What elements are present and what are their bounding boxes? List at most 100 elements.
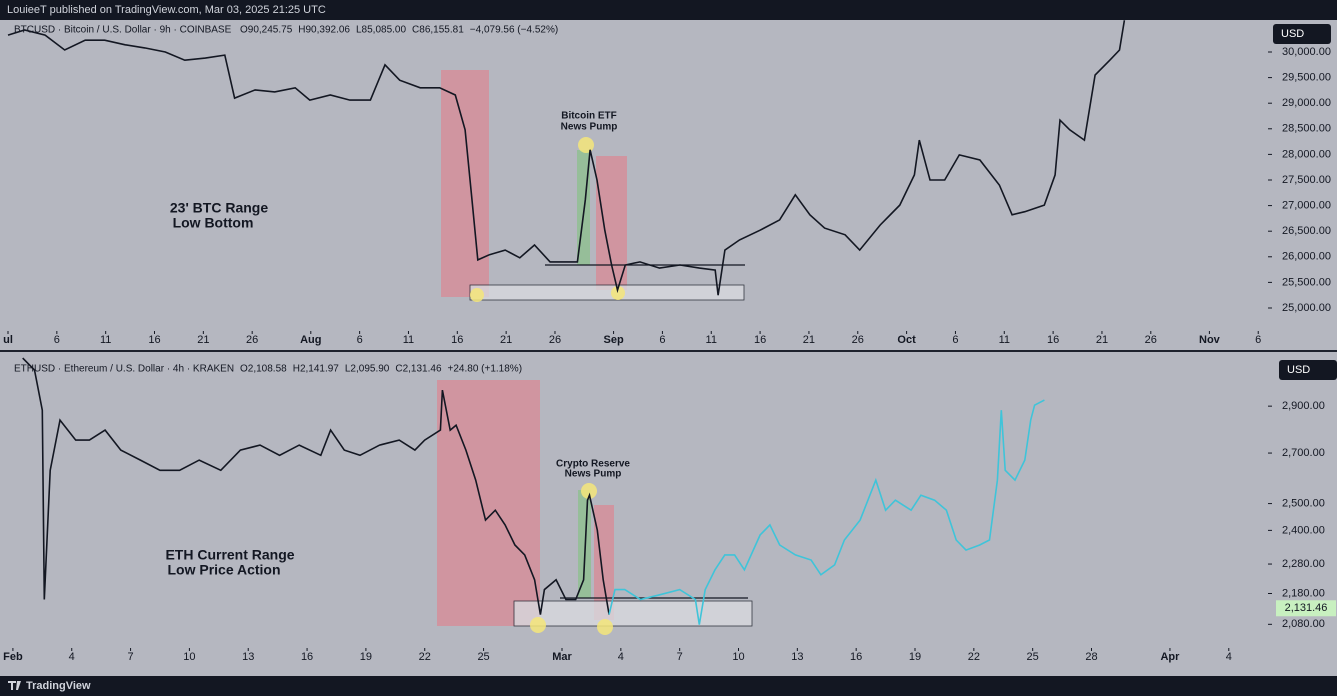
x-tick-label: 26 <box>852 334 864 346</box>
ohlc-value: L85,085.00 <box>356 25 406 36</box>
annotation: Bitcoin ETF <box>561 111 617 122</box>
ohlc-value: L2,095.90 <box>345 364 390 375</box>
x-tick-label: Feb <box>3 651 23 663</box>
x-tick-label: 4 <box>1226 651 1232 663</box>
y-tick-label: 2,900.00 <box>1282 400 1325 412</box>
y-tick-label: 2,400.00 <box>1282 524 1325 536</box>
x-tick-label: 16 <box>451 334 463 346</box>
marker <box>578 137 594 153</box>
x-tick-label: 16 <box>148 334 160 346</box>
y-tick-label: 2,280.00 <box>1282 558 1325 570</box>
y-tick-label: 27,500.00 <box>1282 174 1331 186</box>
ohlc-value: C2,131.46 <box>395 364 442 375</box>
x-tick-label: Mar <box>552 651 572 663</box>
x-tick-label: 6 <box>1255 334 1261 346</box>
x-tick-label: 11 <box>706 334 717 346</box>
x-tick-label: 7 <box>128 651 134 663</box>
y-tick-label: 25,000.00 <box>1282 302 1331 314</box>
price-line <box>608 399 1045 625</box>
x-tick-label: 13 <box>242 651 254 663</box>
marker <box>597 619 613 635</box>
drop-zone <box>596 156 627 290</box>
x-tick-label: 19 <box>360 651 372 663</box>
header-bar <box>0 0 1337 20</box>
x-tick-label: 6 <box>952 334 958 346</box>
ohlc-value: C86,155.81 <box>412 25 464 36</box>
drop-zone <box>441 70 489 297</box>
currency-label: USD <box>1287 364 1310 376</box>
marker <box>470 288 484 302</box>
annotation: Low Price Action <box>167 562 280 578</box>
y-tick-label: 2,180.00 <box>1282 587 1325 599</box>
header-text: LouieeT published on TradingView.com, Ma… <box>7 4 326 16</box>
footer-brand[interactable]: TradingView <box>26 680 91 692</box>
annotation: News Pump <box>565 469 622 480</box>
y-tick-label: 2,080.00 <box>1282 618 1325 630</box>
x-tick-label: 21 <box>197 334 209 346</box>
x-tick-label: Oct <box>897 334 916 346</box>
annotation: Low Bottom <box>173 215 254 231</box>
marker <box>581 483 597 499</box>
x-tick-label: 16 <box>850 651 862 663</box>
x-tick-label: 11 <box>100 334 111 346</box>
x-tick-label: 7 <box>677 651 683 663</box>
marker <box>530 617 546 633</box>
annotation: 23' BTC Range <box>170 200 268 216</box>
y-tick-label: 27,000.00 <box>1282 199 1331 211</box>
y-tick-label: 29,000.00 <box>1282 97 1331 109</box>
y-tick-label: 26,500.00 <box>1282 225 1331 237</box>
y-tick-label: 28,500.00 <box>1282 123 1331 135</box>
ohlc-value: +24.80 (+1.18%) <box>448 364 523 375</box>
x-tick-label: 16 <box>301 651 313 663</box>
x-tick-label: 22 <box>968 651 980 663</box>
x-tick-label: 21 <box>803 334 815 346</box>
range-box <box>469 284 745 301</box>
x-tick-label: 16 <box>754 334 766 346</box>
y-tick-label: 29,500.00 <box>1282 72 1331 84</box>
x-tick-label: 11 <box>403 334 414 346</box>
ohlc-value: O2,108.58 <box>240 364 287 375</box>
btc-pane <box>0 20 1337 350</box>
price-line <box>7 20 1126 296</box>
x-tick-label: 4 <box>618 651 624 663</box>
x-tick-label: 25 <box>1027 651 1039 663</box>
last-price-label: 2,131.46 <box>1285 602 1328 614</box>
annotation: News Pump <box>561 122 618 133</box>
x-tick-label: 13 <box>791 651 803 663</box>
ohlc-value: H2,141.97 <box>293 364 340 375</box>
brand-logo <box>8 681 21 690</box>
x-tick-label: 6 <box>659 334 665 346</box>
x-tick-label: 26 <box>1145 334 1157 346</box>
y-tick-label: 2,500.00 <box>1282 497 1325 509</box>
x-tick-label: 10 <box>183 651 195 663</box>
symbol-info: BTCUSD · Bitcoin / U.S. Dollar · 9h · CO… <box>14 25 232 36</box>
ohlc-value: −4,079.56 (−4.52%) <box>470 25 558 36</box>
x-tick-label: Nov <box>1199 334 1221 346</box>
currency-badge[interactable] <box>1273 24 1331 44</box>
x-tick-label: Sep <box>603 334 623 346</box>
x-tick-label: 6 <box>54 334 60 346</box>
y-tick-label: 2,700.00 <box>1282 447 1325 459</box>
symbol-info: ETHUSD · Ethereum / U.S. Dollar · 4h · K… <box>14 364 234 375</box>
x-tick-label: 16 <box>1047 334 1059 346</box>
currency-badge[interactable] <box>1279 360 1337 380</box>
x-tick-label: ul <box>3 334 13 346</box>
ohlc-value: H90,392.06 <box>298 25 350 36</box>
currency-label: USD <box>1281 28 1304 40</box>
x-tick-label: 26 <box>549 334 561 346</box>
x-tick-label: Apr <box>1160 651 1180 663</box>
annotation: Crypto Reserve <box>556 459 630 470</box>
last-price-badge <box>1276 600 1336 617</box>
x-tick-label: 26 <box>246 334 258 346</box>
range-box <box>513 600 753 627</box>
eth-pane <box>0 352 1337 676</box>
pane-divider <box>0 350 1337 352</box>
drop-zone <box>437 380 540 626</box>
x-tick-label: 25 <box>477 651 489 663</box>
x-tick-label: 22 <box>419 651 431 663</box>
x-tick-label: 6 <box>357 334 363 346</box>
x-tick-label: 21 <box>500 334 512 346</box>
x-tick-label: 10 <box>732 651 744 663</box>
